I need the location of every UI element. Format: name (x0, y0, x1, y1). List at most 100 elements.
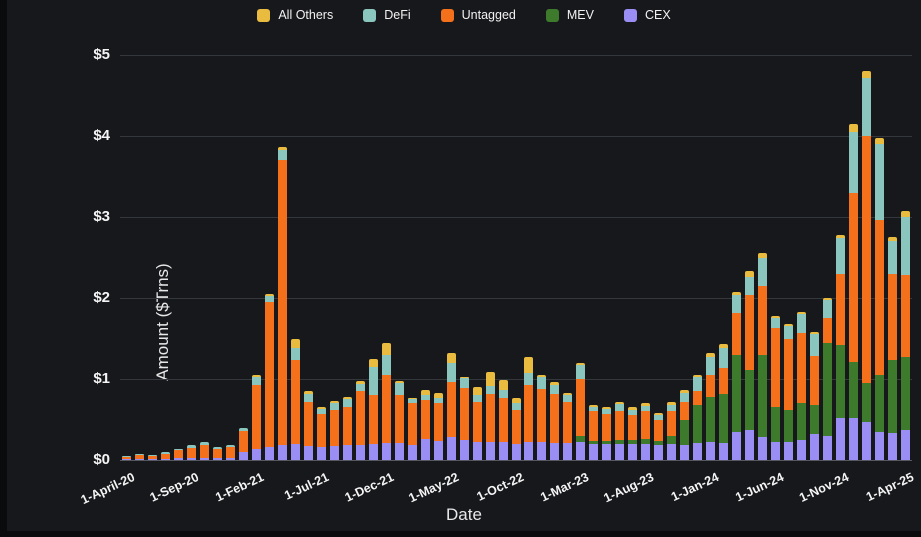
bar-segment-defi[interactable] (511, 403, 521, 410)
bar-segment-cex[interactable] (745, 430, 755, 460)
bar-segment-all-others[interactable] (277, 146, 287, 150)
bar-Feb-24[interactable] (719, 344, 729, 460)
bar-segment-defi[interactable] (134, 454, 144, 456)
bar-Jan-25[interactable] (862, 71, 872, 460)
bar-segment-untagged[interactable] (160, 453, 170, 460)
bar-Mar-24[interactable] (732, 292, 742, 460)
bar-Nov-23[interactable] (680, 390, 690, 460)
bar-segment-all-others[interactable] (420, 390, 430, 396)
bar-segment-cex[interactable] (862, 421, 872, 460)
bar-segment-untagged[interactable] (459, 387, 469, 440)
bar-segment-untagged[interactable] (901, 275, 910, 358)
bar-segment-cex[interactable] (121, 459, 131, 460)
bar-segment-defi[interactable] (277, 149, 287, 161)
bar-segment-defi[interactable] (212, 447, 222, 450)
bar-segment-cex[interactable] (823, 435, 833, 460)
bar-segment-untagged[interactable] (615, 411, 625, 440)
bar-segment-untagged[interactable] (134, 455, 144, 460)
bar-Feb-22[interactable] (407, 397, 417, 460)
bar-segment-untagged[interactable] (238, 430, 248, 452)
bar-segment-all-others[interactable] (407, 397, 417, 400)
bar-segment-mev[interactable] (875, 374, 885, 432)
bar-segment-defi[interactable] (394, 383, 404, 396)
bar-segment-all-others[interactable] (719, 344, 729, 349)
bar-segment-untagged[interactable] (745, 294, 755, 371)
bar-segment-defi[interactable] (550, 384, 560, 394)
bar-segment-cex[interactable] (433, 441, 443, 460)
bar-segment-defi[interactable] (433, 398, 443, 403)
bar-segment-defi[interactable] (901, 217, 910, 276)
bar-Apr-25[interactable] (901, 211, 910, 460)
bar-segment-defi[interactable] (771, 318, 781, 328)
bar-segment-cex[interactable] (576, 442, 586, 460)
bar-segment-defi[interactable] (238, 427, 248, 431)
bar-segment-cex[interactable] (225, 457, 235, 460)
bar-segment-untagged[interactable] (693, 391, 703, 405)
bar-segment-mev[interactable] (784, 409, 794, 443)
bar-segment-defi[interactable] (446, 362, 456, 383)
bar-segment-all-others[interactable] (680, 390, 690, 393)
bar-segment-all-others[interactable] (381, 343, 391, 355)
bar-segment-defi[interactable] (147, 455, 157, 456)
bar-segment-mev[interactable] (654, 440, 664, 446)
bar-segment-all-others[interactable] (290, 338, 300, 349)
bar-segment-defi[interactable] (381, 354, 391, 375)
bar-segment-defi[interactable] (537, 377, 547, 389)
bar-segment-untagged[interactable] (147, 455, 157, 460)
bar-segment-untagged[interactable] (628, 414, 638, 440)
bar-segment-cex[interactable] (784, 442, 794, 460)
bar-segment-untagged[interactable] (667, 411, 677, 436)
bar-segment-defi[interactable] (693, 377, 703, 392)
bar-segment-all-others[interactable] (771, 315, 781, 319)
bar-segment-cex[interactable] (524, 442, 534, 460)
bar-Jul-22[interactable] (472, 387, 482, 460)
bar-segment-cex[interactable] (563, 443, 573, 460)
bar-segment-cex[interactable] (251, 449, 261, 460)
bar-segment-all-others[interactable] (576, 362, 586, 366)
bar-segment-mev[interactable] (862, 383, 872, 422)
bar-segment-cex[interactable] (641, 443, 651, 460)
bar-segment-untagged[interactable] (303, 401, 313, 447)
bar-segment-untagged[interactable] (524, 384, 534, 443)
bar-segment-untagged[interactable] (758, 285, 768, 355)
bar-segment-defi[interactable] (667, 404, 677, 412)
bar-Apr-21[interactable] (277, 146, 287, 460)
bar-segment-untagged[interactable] (589, 411, 599, 442)
bar-segment-untagged[interactable] (680, 401, 690, 421)
bar-segment-untagged[interactable] (329, 409, 339, 447)
bar-segment-defi[interactable] (654, 414, 664, 420)
bar-Jul-20[interactable] (160, 451, 170, 460)
bar-segment-untagged[interactable] (849, 192, 859, 363)
bar-segment-defi[interactable] (368, 366, 378, 396)
bar-segment-all-others[interactable] (849, 123, 859, 132)
bar-segment-defi[interactable] (784, 326, 794, 339)
bar-segment-all-others[interactable] (693, 374, 703, 378)
bar-segment-mev[interactable] (888, 360, 898, 434)
bar-Feb-25[interactable] (875, 138, 885, 460)
bar-segment-mev[interactable] (693, 404, 703, 443)
bar-segment-cex[interactable] (589, 443, 599, 460)
bar-segment-defi[interactable] (875, 144, 885, 221)
bar-segment-cex[interactable] (706, 442, 716, 460)
bar-segment-all-others[interactable] (862, 71, 872, 78)
bar-segment-defi[interactable] (810, 334, 820, 357)
bar-segment-defi[interactable] (186, 445, 196, 448)
bar-segment-mev[interactable] (810, 404, 820, 435)
bar-segment-mev[interactable] (719, 393, 729, 443)
bar-segment-defi[interactable] (732, 294, 742, 314)
bar-segment-untagged[interactable] (823, 318, 833, 344)
bar-segment-untagged[interactable] (537, 388, 547, 443)
bar-segment-all-others[interactable] (498, 379, 508, 391)
bar-segment-untagged[interactable] (264, 302, 274, 448)
bar-segment-mev[interactable] (641, 438, 651, 444)
bar-segment-untagged[interactable] (784, 338, 794, 410)
bar-segment-mev[interactable] (628, 439, 638, 444)
bar-segment-cex[interactable] (199, 458, 209, 460)
bar-Jan-24[interactable] (706, 353, 716, 460)
bar-segment-all-others[interactable] (628, 407, 638, 410)
bar-segment-defi[interactable] (797, 314, 807, 333)
bar-segment-cex[interactable] (485, 442, 495, 460)
bar-segment-untagged[interactable] (888, 273, 898, 361)
bar-segment-cex[interactable] (342, 444, 352, 460)
bar-Jun-24[interactable] (771, 315, 781, 460)
